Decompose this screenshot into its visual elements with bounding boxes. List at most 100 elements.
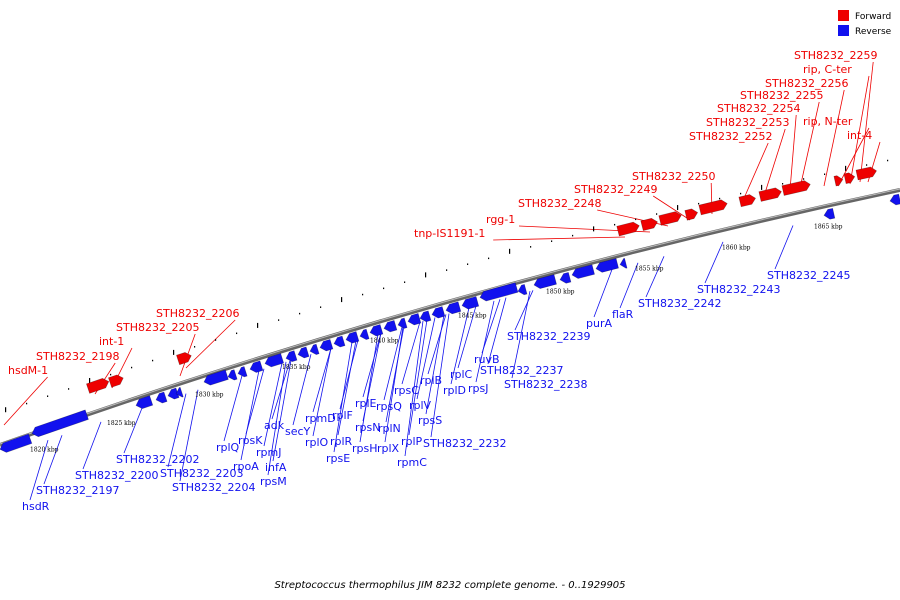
leader-line (619, 262, 639, 309)
ruler-tick (761, 184, 763, 190)
ruler-tick (740, 192, 742, 195)
leader-line (404, 320, 424, 457)
reverse-gene-label: STH8232_2242 (638, 297, 721, 310)
leader-line (245, 368, 265, 435)
reverse-gene-label: rpsM (260, 475, 287, 488)
reverse-gene-arrow (227, 369, 238, 381)
ruler-tick (509, 248, 511, 254)
leader-line (774, 225, 794, 270)
reverse-gene-arrow (419, 310, 432, 323)
reverse-gene-arrow (155, 391, 168, 404)
ruler-tick (782, 183, 784, 185)
leader-line (450, 307, 470, 385)
reverse-gene-arrow (823, 207, 836, 220)
leader-line (457, 305, 477, 369)
kbp-tick-label: 1865 kbp (814, 223, 843, 230)
reverse-gene-label: rplP (401, 435, 423, 448)
ruler-tick (131, 366, 133, 369)
forward-gene-label: STH8232_2198 (36, 350, 119, 363)
forward-gene-label: STH8232_2256 (765, 77, 848, 90)
forward-gene-label: STH8232_2248 (518, 197, 601, 210)
leader-line (383, 326, 403, 401)
reverse-gene-label: rplO (305, 436, 329, 449)
reverse-gene-arrow (297, 346, 310, 359)
reverse-gene-label: rpmJ (256, 446, 281, 459)
reverse-gene-label: rpoA (233, 460, 259, 473)
ruler-tick (551, 240, 553, 242)
reverse-gene-arrow (619, 257, 628, 269)
reverse-gene-label: STH8232_2202 (116, 453, 199, 466)
forward-gene-arrow (684, 208, 699, 221)
reverse-gene-label: rpsS (418, 414, 442, 427)
reverse-gene-arrow (407, 313, 422, 326)
forward-gene-label: STH8232_2252 (689, 130, 772, 143)
leader-line (744, 142, 769, 197)
leader-line (645, 256, 665, 298)
reverse-gene-arrow (285, 350, 298, 362)
reverse-gene-arrow (237, 366, 248, 378)
ruler-tick (299, 312, 301, 315)
leader-line (339, 339, 359, 410)
leader-line (799, 101, 820, 189)
reverse-gene-arrow (571, 264, 595, 279)
legend-swatch-forward (838, 10, 849, 21)
forward-gene-label: int-1 (99, 335, 124, 348)
kbp-tick-label: 1850 kbp (546, 288, 575, 295)
reverse-gene-label: rpmD (305, 412, 336, 425)
reverse-gene-arrow (0, 433, 33, 453)
reverse-gene-arrow (359, 328, 370, 340)
leader-line (179, 389, 199, 482)
ruler-tick (110, 373, 112, 376)
forward-gene-label: rip, N-ter (803, 115, 853, 128)
forward-gene-arrow (833, 175, 844, 187)
reverse-gene-label: rpsN (355, 421, 380, 434)
ruler-tick (47, 395, 49, 397)
ruler-tick (5, 407, 7, 413)
leader-line (514, 290, 534, 331)
ruler-tick (341, 297, 343, 303)
reverse-gene-arrow (431, 306, 446, 319)
leader-line (593, 269, 613, 318)
legend: Forward Reverse (838, 10, 892, 37)
ruler-tick (488, 257, 490, 260)
reverse-gene-arrow (383, 319, 398, 333)
leader-line (385, 326, 405, 423)
ruler-tick (383, 287, 385, 290)
reverse-gene-arrow (319, 338, 334, 352)
reverse-gene-label: secY (285, 425, 311, 438)
forward-gene-arrow (738, 194, 756, 208)
reverse-gene-label: adk (264, 419, 285, 432)
ruler-tick (89, 377, 91, 383)
forward-gene-label: STH8232_2254 (717, 102, 800, 115)
legend-label-forward: Forward (855, 12, 891, 22)
kbp-tick-label: 1830 kbp (195, 391, 224, 398)
reverse-gene-arrow (31, 409, 89, 438)
kbp-tick-label: 1820 kbp (30, 446, 59, 453)
ruler-tick (656, 213, 658, 215)
ruler-tick (194, 346, 196, 348)
reverse-gene-label: STH8232_2245 (767, 269, 850, 282)
leader-line (430, 313, 450, 438)
reverse-gene-label: rpsK (238, 434, 263, 447)
forward-gene-label: STH8232_2259 (794, 49, 877, 62)
ruler-tick (614, 223, 616, 226)
ruler-tick (824, 173, 826, 176)
reverse-gene-label: purA (586, 317, 612, 330)
reverse-gene-label: rplB (420, 374, 442, 387)
forward-gene-label: tnp-IS1191-1 (414, 227, 485, 240)
genome-backbone (0, 188, 900, 447)
reverse-gene-label: infA (265, 461, 287, 474)
leader-line (475, 300, 495, 383)
reverse-gene-arrow (249, 360, 264, 373)
reverse-gene-arrow (175, 386, 184, 398)
kbp-tick-label: 1840 kbp (370, 338, 399, 345)
forward-gene-label: hsdM-1 (8, 364, 48, 377)
leader-line (362, 333, 382, 422)
leader-line (82, 421, 102, 470)
forward-gene-label: STH8232_2255 (740, 89, 823, 102)
leader-line (3, 376, 48, 426)
reverse-gene-arrow (445, 301, 462, 315)
reverse-gene-arrow (264, 353, 285, 368)
leader-line (511, 291, 531, 379)
